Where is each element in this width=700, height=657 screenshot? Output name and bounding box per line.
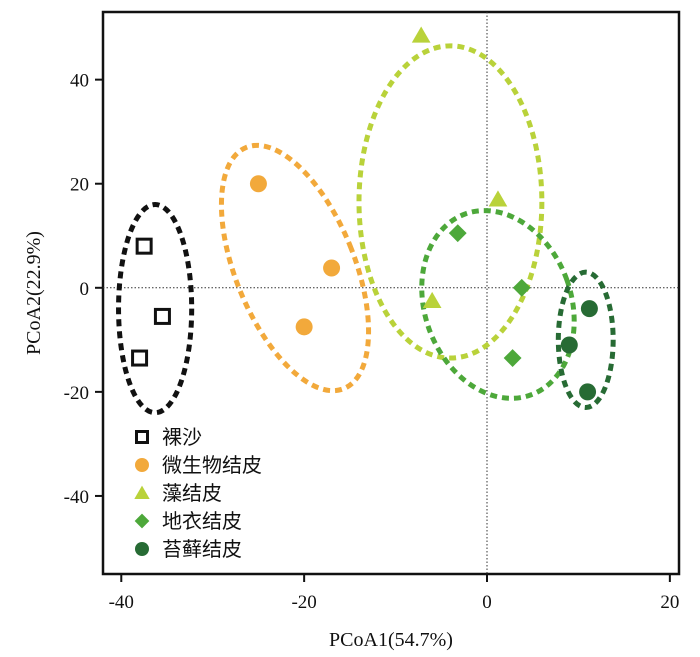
confidence-ellipse-series-1 xyxy=(116,202,195,416)
confidence-ellipse-series-2 xyxy=(218,142,372,394)
legend-marker-series-1 xyxy=(135,430,149,444)
data-point-series-2 xyxy=(323,259,341,277)
legend-marker-series-4 xyxy=(134,513,150,529)
legend-label: 裸沙 xyxy=(162,425,202,449)
legend-marker-series-5 xyxy=(135,542,149,556)
data-point-series-5 xyxy=(580,300,598,318)
data-point-series-3 xyxy=(488,190,508,207)
y-tick-label: -20 xyxy=(64,383,89,404)
x-tick-label: -40 xyxy=(109,592,134,613)
x-tick-label: 20 xyxy=(660,592,679,613)
data-point-series-1 xyxy=(153,307,171,325)
x-tick-label: 0 xyxy=(482,592,492,613)
legend-label: 地衣结皮 xyxy=(162,509,242,533)
data-point-series-1 xyxy=(131,349,149,367)
legend-label: 苔藓结皮 xyxy=(162,537,242,561)
data-point-series-2 xyxy=(249,175,267,193)
data-point-series-4 xyxy=(512,278,531,297)
x-axis-title: PCoA1(54.7%) xyxy=(329,629,453,651)
data-point-series-3 xyxy=(411,26,431,43)
legend-label: 藻结皮 xyxy=(162,481,222,505)
data-point-series-2 xyxy=(295,318,313,336)
y-tick-label: 40 xyxy=(70,71,89,92)
legend-marker-series-2 xyxy=(135,458,149,472)
data-point-series-4 xyxy=(448,224,467,243)
confidence-ellipse-series-3 xyxy=(356,43,545,361)
data-point-series-1 xyxy=(135,237,153,255)
legend-marker-series-3 xyxy=(134,485,150,499)
y-tick-label: 20 xyxy=(70,175,89,196)
plot-frame xyxy=(101,10,681,576)
y-tick-label: 0 xyxy=(80,279,90,300)
data-point-series-4 xyxy=(503,349,522,367)
confidence-ellipse-series-4 xyxy=(419,208,577,401)
confidence-ellipse-series-5 xyxy=(555,269,616,410)
x-tick-label: -20 xyxy=(291,592,316,613)
y-tick-label: -40 xyxy=(64,487,89,508)
data-point-series-3 xyxy=(422,291,442,309)
data-point-series-5 xyxy=(579,383,597,401)
y-axis-title: PCoA2(22.9%) xyxy=(23,231,45,355)
legend-label: 微生物结皮 xyxy=(162,453,262,477)
data-point-series-5 xyxy=(560,336,578,354)
